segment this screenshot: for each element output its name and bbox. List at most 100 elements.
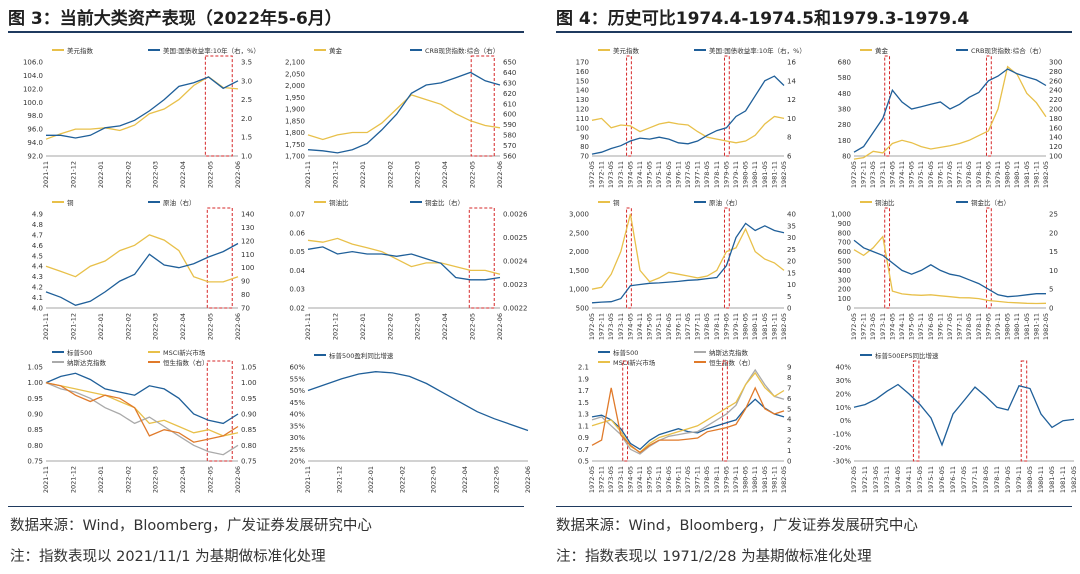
x-tick-label: 1975-05 xyxy=(646,161,654,188)
x-tick-label: 1979-11 xyxy=(994,313,1002,340)
x-tick-label: 1982-05 xyxy=(780,466,788,493)
x-tick-label: 1980-05 xyxy=(742,313,750,340)
chart-L2: 黄金 CRB现货指数:综合（右） 2,100 2,050 2,000 1,950 1,900… xyxy=(285,46,516,188)
x-tick-label: 1974-11 xyxy=(636,161,644,188)
x-tick-label: 1972-05 xyxy=(588,161,596,188)
left-tick-label: 3,000 xyxy=(569,211,589,219)
chart-L4: 铜油比 铜金比（右） 0.07 0.06 0.05 0.04 0.03 0.02 0.0026 0… xyxy=(289,198,528,340)
x-tick-label: 1979-11 xyxy=(732,161,740,188)
x-tick-label: 1977-11 xyxy=(694,161,702,188)
right-tick-label: 6 xyxy=(787,395,792,403)
right-tick-label: 10 xyxy=(787,281,796,289)
left-tick-label: 380 xyxy=(838,106,851,114)
x-tick-label: 2022-03 xyxy=(414,161,422,188)
x-tick-label: 1976-11 xyxy=(949,466,957,493)
right-tick-label: 0.0025 xyxy=(503,234,528,242)
right-tick-label: 240 xyxy=(1049,87,1062,95)
left-tick-label: 2.1 xyxy=(578,364,589,372)
x-tick-label: 1978-05 xyxy=(703,466,711,493)
right-tick-label: 8 xyxy=(787,374,791,382)
x-tick-label: 2022-01 xyxy=(97,313,105,340)
highlight-window xyxy=(206,360,233,462)
left-tick-label: -10% xyxy=(833,431,851,439)
right-tick-label: 0.95 xyxy=(241,395,257,403)
x-tick-label: 1973-05 xyxy=(869,313,877,340)
x-tick-label: 1977-05 xyxy=(684,313,692,340)
x-tick-label: 2021-11 xyxy=(304,466,312,493)
x-tick-label: 2022-06 xyxy=(234,466,242,493)
left-tick-label: 0% xyxy=(840,417,851,425)
left-tick-label: 4.1 xyxy=(32,294,43,302)
legend-label: 纳斯达克指数 xyxy=(709,348,749,357)
x-tick-label: 1979-05 xyxy=(722,466,730,493)
left-tick-label: 2,100 xyxy=(285,59,305,67)
right-tick-label: 0.75 xyxy=(241,458,257,466)
x-tick-label: 1977-05 xyxy=(960,466,968,493)
x-tick-label: 2021-11 xyxy=(304,313,312,340)
x-tick-label: 1973-11 xyxy=(617,313,625,340)
right-bottom-rule xyxy=(556,506,1072,507)
x-tick-label: 2022-03 xyxy=(414,313,422,340)
x-tick-label: 1972-11 xyxy=(860,313,868,340)
x-tick-label: 1977-05 xyxy=(684,466,692,493)
left-tick-label: 25% xyxy=(289,446,305,454)
left-tick-label: 580 xyxy=(838,74,851,82)
legend-label: 美国:国债收益率:10年（右，%） xyxy=(163,46,260,55)
right-tick-label: 130 xyxy=(241,224,254,232)
series-line xyxy=(853,383,1075,447)
x-tick-label: 2021-12 xyxy=(69,466,77,493)
highlight-window xyxy=(722,360,728,462)
left-tick-label: 900 xyxy=(838,220,851,228)
left-tick-label: 120 xyxy=(576,106,589,114)
x-tick-label: 1974-11 xyxy=(898,161,906,188)
left-tick-label: 600 xyxy=(838,248,851,256)
right-tick-label: 12 xyxy=(787,96,796,104)
x-tick-label: 1972-05 xyxy=(850,466,858,493)
legend-label: 标普500盈利同比增速 xyxy=(329,351,394,360)
right-tick-label: 620 xyxy=(503,90,516,98)
legend-label: 铜油比 xyxy=(329,198,349,207)
right-tick-label: 0.0023 xyxy=(503,281,528,289)
x-tick-label: 2022-06 xyxy=(234,313,242,340)
x-tick-label: 1972-05 xyxy=(588,466,596,493)
x-tick-label: 1981-05 xyxy=(761,466,769,493)
left-tick-label: 40% xyxy=(835,364,851,372)
left-tick-label: 4.2 xyxy=(32,284,43,292)
right-tick-label: 15 xyxy=(787,269,796,277)
right-tick-label: 280 xyxy=(1049,68,1062,76)
left-tick-label: 0.90 xyxy=(27,411,43,419)
legend-label: MSCI新兴市场 xyxy=(613,358,656,367)
legend-label: 铜 xyxy=(613,198,620,207)
highlight-window xyxy=(884,207,891,309)
x-tick-label: 1977-11 xyxy=(694,313,702,340)
x-tick-label: 1979-11 xyxy=(1015,466,1023,493)
x-tick-label: 2022-05 xyxy=(207,161,215,188)
x-tick-label: 2022-01 xyxy=(359,161,367,188)
right-tick-label: 600 xyxy=(503,111,516,119)
x-tick-label: 1976-05 xyxy=(938,466,946,493)
x-tick-label: 1975-05 xyxy=(646,466,654,493)
x-tick-label: 1981-05 xyxy=(1023,313,1031,340)
x-tick-label: 1972-11 xyxy=(860,161,868,188)
x-tick-label: 2022-04 xyxy=(461,466,469,493)
legend-label: 恒生指数（右） xyxy=(709,358,755,367)
right-tick-label: 90 xyxy=(241,278,250,286)
x-tick-label: 2021-11 xyxy=(304,161,312,188)
x-tick-label: 1980-11 xyxy=(1037,466,1045,493)
highlight-window xyxy=(723,207,730,309)
right-tick-label: 1 xyxy=(787,447,791,455)
x-tick-label: 1981-11 xyxy=(1059,466,1067,493)
x-tick-label: 1978-05 xyxy=(703,161,711,188)
right-tick-label: 20 xyxy=(787,258,796,266)
x-tick-label: 1976-05 xyxy=(927,161,935,188)
legend-label: 铜 xyxy=(67,198,74,207)
left-figure-title: 图 3：当前大类资产表现（2022年5-6月） xyxy=(8,9,342,29)
left-tick-label: 98.0 xyxy=(27,112,43,120)
right-tick-label: 160 xyxy=(1049,124,1062,132)
x-tick-label: 1979-11 xyxy=(732,466,740,493)
x-tick-label: 1972-11 xyxy=(598,161,606,188)
legend-label: CRB现货指数:综合（右） xyxy=(425,46,499,55)
highlight-window xyxy=(206,207,233,309)
left-tick-label: 100 xyxy=(576,124,589,132)
highlight-window xyxy=(1020,360,1028,462)
